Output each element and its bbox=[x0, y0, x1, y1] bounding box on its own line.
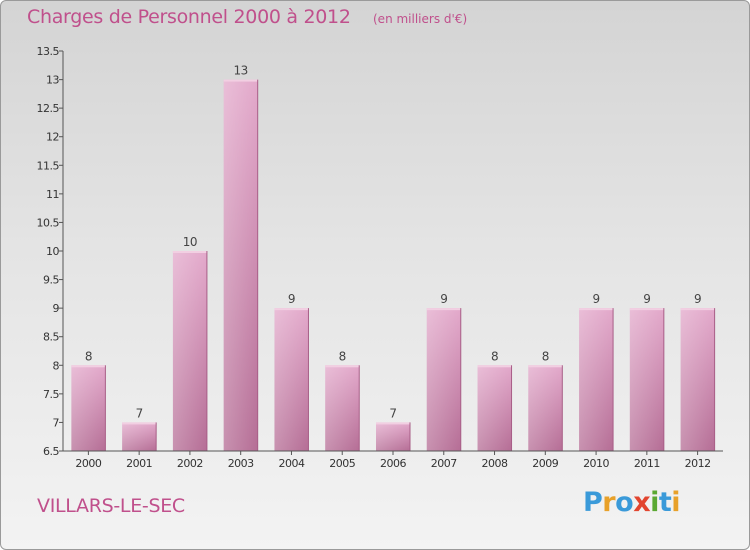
bar-group: 7 bbox=[376, 406, 411, 451]
bar-top-edge bbox=[528, 365, 563, 368]
y-tick-label: 12.5 bbox=[37, 102, 60, 115]
bar-top-edge bbox=[172, 251, 207, 253]
logo-letter: i bbox=[671, 487, 681, 518]
bar-top-edge bbox=[579, 308, 614, 311]
y-axis: 6.5 7 7.5 8 8.5 9 9.5 10 10.5 11 11.5 12 12.5 13 13.5 bbox=[37, 45, 64, 458]
bar-highlight bbox=[579, 308, 614, 451]
bar-group: 9 bbox=[629, 292, 665, 451]
bar-highlight bbox=[172, 251, 207, 451]
bar-top-edge bbox=[477, 365, 512, 368]
bar-value-label: 7 bbox=[389, 406, 396, 420]
x-tick-label: 2005 bbox=[329, 457, 355, 470]
x-tick-label: 2009 bbox=[532, 457, 558, 470]
bar-value-label: 9 bbox=[288, 292, 295, 306]
x-tick-label: 2007 bbox=[431, 457, 457, 470]
proxiti-logo[interactable]: Proxiti bbox=[583, 487, 681, 518]
x-tick-label: 2012 bbox=[685, 457, 711, 470]
y-tick-label: 12 bbox=[46, 131, 59, 144]
x-tick-label: 2001 bbox=[126, 457, 152, 470]
x-tick-label: 2003 bbox=[228, 457, 254, 470]
y-tick-label: 7.5 bbox=[43, 388, 59, 401]
y-tick-label: 8.5 bbox=[43, 331, 59, 344]
bar-highlight bbox=[274, 308, 309, 451]
bar-highlight bbox=[477, 365, 512, 451]
bar-top-edge bbox=[629, 308, 664, 311]
bar-highlight bbox=[528, 365, 563, 451]
bar-top-edge bbox=[71, 365, 106, 368]
logo-letter: x bbox=[633, 487, 651, 518]
bar-value-label: 9 bbox=[643, 292, 650, 306]
logo-letter: P bbox=[583, 487, 603, 518]
logo-letter: r bbox=[602, 487, 616, 518]
bar-highlight bbox=[71, 365, 106, 451]
bar-highlight bbox=[680, 308, 715, 451]
bar-top-edge bbox=[680, 308, 715, 311]
bar-top-edge bbox=[122, 422, 157, 425]
bar-value-label: 13 bbox=[234, 64, 248, 78]
bar-group: 8 bbox=[477, 349, 513, 451]
y-tick-label: 9.5 bbox=[43, 274, 59, 287]
x-tick-label: 2008 bbox=[482, 457, 508, 470]
bar-highlight bbox=[376, 422, 410, 451]
bar-top-edge bbox=[376, 422, 410, 425]
x-tick-label: 2006 bbox=[380, 457, 406, 470]
bar-value-label: 8 bbox=[339, 349, 346, 363]
y-tick-label: 13.5 bbox=[37, 45, 60, 58]
y-tick-label: 10.5 bbox=[37, 216, 60, 229]
chart-unit: (en milliers d'€) bbox=[373, 12, 468, 26]
bar-group: 9 bbox=[680, 292, 716, 451]
bar-top-edge bbox=[426, 308, 461, 311]
x-tick-label: 2002 bbox=[177, 457, 203, 470]
bar-top-edge bbox=[274, 308, 309, 311]
logo-letter: t bbox=[658, 487, 672, 518]
bars: 8 7 10 13 9 8 7 9 8 8 9 9 9 bbox=[71, 64, 716, 452]
bar-group: 7 bbox=[122, 406, 157, 451]
bar-group: 10 bbox=[172, 235, 208, 451]
bar-group: 9 bbox=[426, 292, 462, 451]
bar-value-label: 9 bbox=[593, 292, 600, 306]
chart-title: Charges de Personnel 2000 à 2012 bbox=[27, 6, 351, 28]
logo-letter: o bbox=[615, 487, 634, 518]
bar-highlight bbox=[122, 422, 157, 451]
bar-group: 8 bbox=[528, 349, 563, 451]
y-tick-label: 7 bbox=[53, 416, 60, 429]
y-tick-label: 10 bbox=[46, 245, 59, 258]
bar-value-label: 8 bbox=[542, 349, 549, 363]
y-tick-label: 9 bbox=[53, 302, 60, 315]
bar-highlight bbox=[325, 365, 360, 451]
x-tick-label: 2011 bbox=[634, 457, 660, 470]
x-axis: 2000 2001 2002 2003 2004 2005 2006 2007 2008 2009… bbox=[63, 450, 723, 470]
bar-highlight bbox=[223, 79, 258, 452]
y-tick-label: 13 bbox=[46, 74, 59, 87]
y-tick-label: 11.5 bbox=[37, 159, 60, 172]
y-tick-label: 8 bbox=[53, 359, 60, 372]
bar-group: 13 bbox=[223, 64, 259, 452]
logo-letter: i bbox=[650, 487, 659, 518]
bar-group: 8 bbox=[325, 349, 360, 451]
bar-highlight bbox=[426, 308, 461, 451]
bar-value-label: 9 bbox=[694, 292, 701, 306]
commune-name: VILLARS-LE-SEC bbox=[37, 495, 185, 517]
x-tick-label: 2000 bbox=[75, 457, 101, 470]
bar-group: 9 bbox=[579, 292, 614, 451]
bar-highlight bbox=[629, 308, 664, 451]
bar-value-label: 9 bbox=[440, 292, 447, 306]
bar-group: 9 bbox=[274, 292, 309, 451]
bar-value-label: 8 bbox=[491, 349, 498, 363]
y-tick-label: 6.5 bbox=[43, 445, 59, 458]
bar-value-label: 10 bbox=[183, 235, 197, 249]
y-tick-label: 11 bbox=[46, 188, 59, 201]
bar-value-label: 7 bbox=[136, 406, 143, 420]
bar-group: 8 bbox=[71, 349, 106, 451]
x-tick-label: 2004 bbox=[278, 457, 304, 470]
x-tick-label: 2010 bbox=[583, 457, 609, 470]
bar-top-edge bbox=[325, 365, 360, 368]
bar-value-label: 8 bbox=[85, 349, 92, 363]
bar-top-edge bbox=[223, 79, 258, 82]
